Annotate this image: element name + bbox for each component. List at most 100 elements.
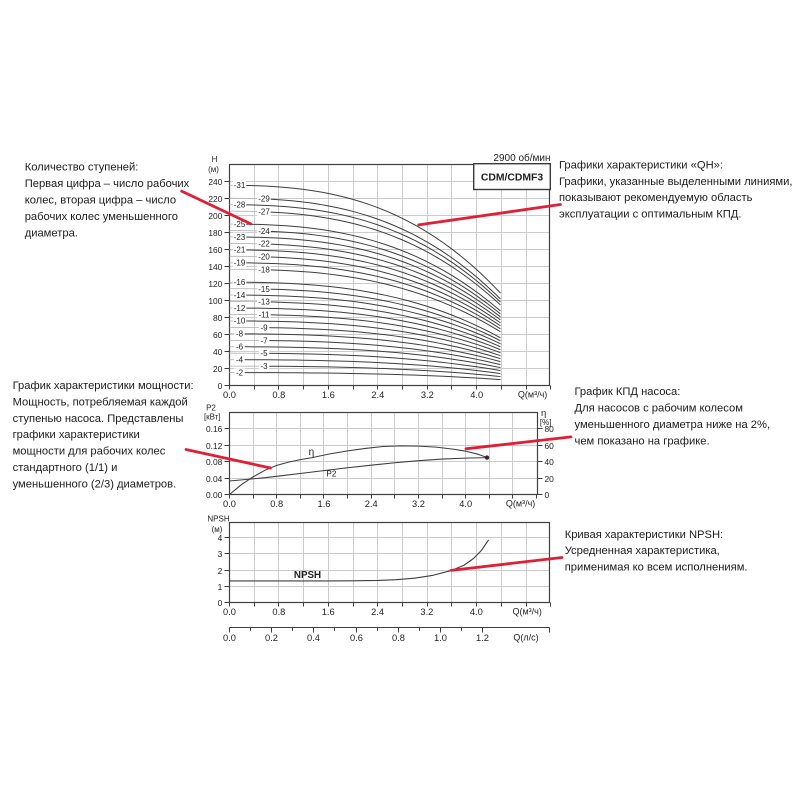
svg-text:0.8: 0.8 bbox=[272, 390, 285, 400]
svg-text:0.6: 0.6 bbox=[350, 633, 363, 643]
svg-text:эксплуатации с оптимальным КПД: эксплуатации с оптимальным КПД. bbox=[559, 209, 741, 221]
svg-text:-10: -10 bbox=[234, 317, 246, 326]
svg-text:диаметра.: диаметра. bbox=[25, 227, 78, 239]
svg-text:0.8: 0.8 bbox=[392, 633, 405, 643]
svg-text:Первая цифра – число рабочих: Первая цифра – число рабочих bbox=[25, 178, 190, 190]
svg-text:1.2: 1.2 bbox=[476, 633, 489, 643]
svg-text:1.6: 1.6 bbox=[322, 607, 335, 617]
svg-text:2: 2 bbox=[218, 566, 223, 576]
svg-text:показывают рекомендуемую облас: показывают рекомендуемую область bbox=[559, 192, 753, 204]
svg-text:0.0: 0.0 bbox=[223, 633, 236, 643]
svg-text:3.2: 3.2 bbox=[412, 499, 425, 509]
svg-text:колес, вторая цифра – число: колес, вторая цифра – число bbox=[25, 195, 176, 207]
svg-text:-16: -16 bbox=[234, 278, 246, 287]
svg-text:P2: P2 bbox=[326, 469, 336, 478]
svg-text:-9: -9 bbox=[260, 323, 268, 332]
svg-text:(м): (м) bbox=[208, 165, 219, 174]
svg-text:Усредненная характеристика,: Усредненная характеристика, bbox=[565, 545, 720, 557]
svg-text:чем показано на графике.: чем показано на графике. bbox=[575, 435, 710, 447]
svg-text:-11: -11 bbox=[259, 311, 271, 320]
svg-text:0.00: 0.00 bbox=[206, 490, 223, 500]
svg-text:-21: -21 bbox=[234, 246, 246, 255]
svg-text:Графики характеристики «QH»:: Графики характеристики «QH»: bbox=[559, 159, 723, 171]
svg-text:Q(л/с): Q(л/с) bbox=[513, 633, 538, 643]
svg-text:0.0: 0.0 bbox=[223, 499, 236, 509]
svg-text:1.6: 1.6 bbox=[318, 499, 331, 509]
svg-text:-31: -31 bbox=[234, 181, 246, 190]
svg-text:-2: -2 bbox=[236, 368, 244, 377]
svg-text:60: 60 bbox=[545, 441, 555, 451]
svg-text:(м): (м) bbox=[212, 525, 223, 534]
svg-text:стандартного (1/1) и: стандартного (1/1) и bbox=[13, 462, 118, 474]
svg-text:Q(м³/ч): Q(м³/ч) bbox=[518, 390, 547, 400]
svg-text:80: 80 bbox=[545, 424, 555, 434]
svg-text:применимая ко всем исполнениям: применимая ко всем исполнениям. bbox=[565, 562, 748, 574]
svg-text:100: 100 bbox=[208, 296, 222, 306]
svg-text:-28: -28 bbox=[234, 201, 246, 210]
svg-text:240: 240 bbox=[208, 177, 222, 187]
svg-text:0.2: 0.2 bbox=[265, 633, 278, 643]
svg-text:NPSH: NPSH bbox=[207, 514, 229, 523]
svg-text:-24: -24 bbox=[258, 227, 270, 236]
svg-text:η: η bbox=[309, 447, 315, 458]
svg-text:2.4: 2.4 bbox=[371, 607, 384, 617]
svg-text:60: 60 bbox=[213, 330, 223, 340]
svg-text:уменьшенного (2/3) диаметров.: уменьшенного (2/3) диаметров. bbox=[13, 478, 177, 490]
svg-text:η: η bbox=[541, 408, 546, 419]
svg-text:1.6: 1.6 bbox=[322, 390, 335, 400]
svg-text:0.04: 0.04 bbox=[206, 474, 223, 484]
svg-text:Q(м³/ч): Q(м³/ч) bbox=[506, 499, 535, 509]
svg-text:[кВт]: [кВт] bbox=[204, 413, 221, 422]
svg-text:Мощность, потребляемая каждой: Мощность, потребляемая каждой bbox=[13, 396, 188, 408]
svg-text:Для насосов с рабочим колесом: Для насосов с рабочим колесом bbox=[575, 403, 743, 415]
svg-text:-25: -25 bbox=[234, 220, 246, 229]
svg-text:0.8: 0.8 bbox=[270, 499, 283, 509]
svg-text:40: 40 bbox=[545, 457, 555, 467]
svg-text:-14: -14 bbox=[234, 291, 246, 300]
svg-text:0: 0 bbox=[218, 598, 223, 608]
svg-text:0.16: 0.16 bbox=[206, 424, 223, 434]
svg-text:NPSH: NPSH bbox=[294, 570, 321, 581]
svg-text:2900 об/мин: 2900 об/мин bbox=[493, 152, 550, 164]
svg-text:графики характеристики: графики характеристики bbox=[13, 429, 140, 441]
svg-text:3.2: 3.2 bbox=[420, 607, 433, 617]
svg-text:Графики, указанные выделенными: Графики, указанные выделенными линиями, bbox=[559, 176, 792, 188]
svg-text:H: H bbox=[212, 155, 218, 164]
svg-text:80: 80 bbox=[213, 313, 223, 323]
svg-text:-23: -23 bbox=[234, 233, 246, 242]
svg-text:[%]: [%] bbox=[540, 418, 552, 427]
svg-text:40: 40 bbox=[213, 347, 223, 357]
svg-text:140: 140 bbox=[208, 262, 222, 272]
svg-text:-27: -27 bbox=[258, 208, 270, 217]
svg-text:-4: -4 bbox=[236, 356, 244, 365]
svg-text:График характеристики мощности: График характеристики мощности: bbox=[13, 380, 194, 392]
svg-text:-20: -20 bbox=[258, 253, 270, 262]
svg-text:4: 4 bbox=[218, 533, 223, 543]
svg-text:-5: -5 bbox=[260, 349, 268, 358]
svg-text:Q(м³/ч): Q(м³/ч) bbox=[513, 607, 542, 617]
svg-text:20: 20 bbox=[545, 474, 555, 484]
svg-text:Кривая характеристики NPSH:: Кривая характеристики NPSH: bbox=[565, 529, 723, 541]
svg-text:20: 20 bbox=[213, 364, 223, 374]
svg-text:0.12: 0.12 bbox=[206, 441, 223, 451]
svg-text:4.0: 4.0 bbox=[470, 390, 483, 400]
svg-text:180: 180 bbox=[208, 228, 222, 238]
svg-text:0.8: 0.8 bbox=[272, 607, 285, 617]
svg-text:-22: -22 bbox=[258, 240, 270, 249]
svg-text:-6: -6 bbox=[236, 343, 244, 352]
svg-text:220: 220 bbox=[208, 194, 222, 204]
svg-text:График КПД насоса:: График КПД насоса: bbox=[575, 386, 681, 398]
svg-text:0: 0 bbox=[218, 381, 223, 391]
svg-text:120: 120 bbox=[208, 279, 222, 289]
svg-text:-3: -3 bbox=[260, 362, 268, 371]
svg-text:-12: -12 bbox=[234, 304, 246, 313]
svg-text:1.0: 1.0 bbox=[434, 633, 447, 643]
svg-text:4.0: 4.0 bbox=[459, 499, 472, 509]
svg-text:-18: -18 bbox=[258, 266, 270, 275]
svg-text:1: 1 bbox=[218, 582, 223, 592]
svg-text:-15: -15 bbox=[258, 285, 270, 294]
svg-text:уменьшенного диаметра ниже на: уменьшенного диаметра ниже на 2%, bbox=[575, 419, 771, 431]
svg-text:160: 160 bbox=[208, 245, 222, 255]
svg-text:рабочих колес уменьшенного: рабочих колес уменьшенного bbox=[25, 211, 178, 223]
svg-text:-19: -19 bbox=[234, 259, 246, 268]
